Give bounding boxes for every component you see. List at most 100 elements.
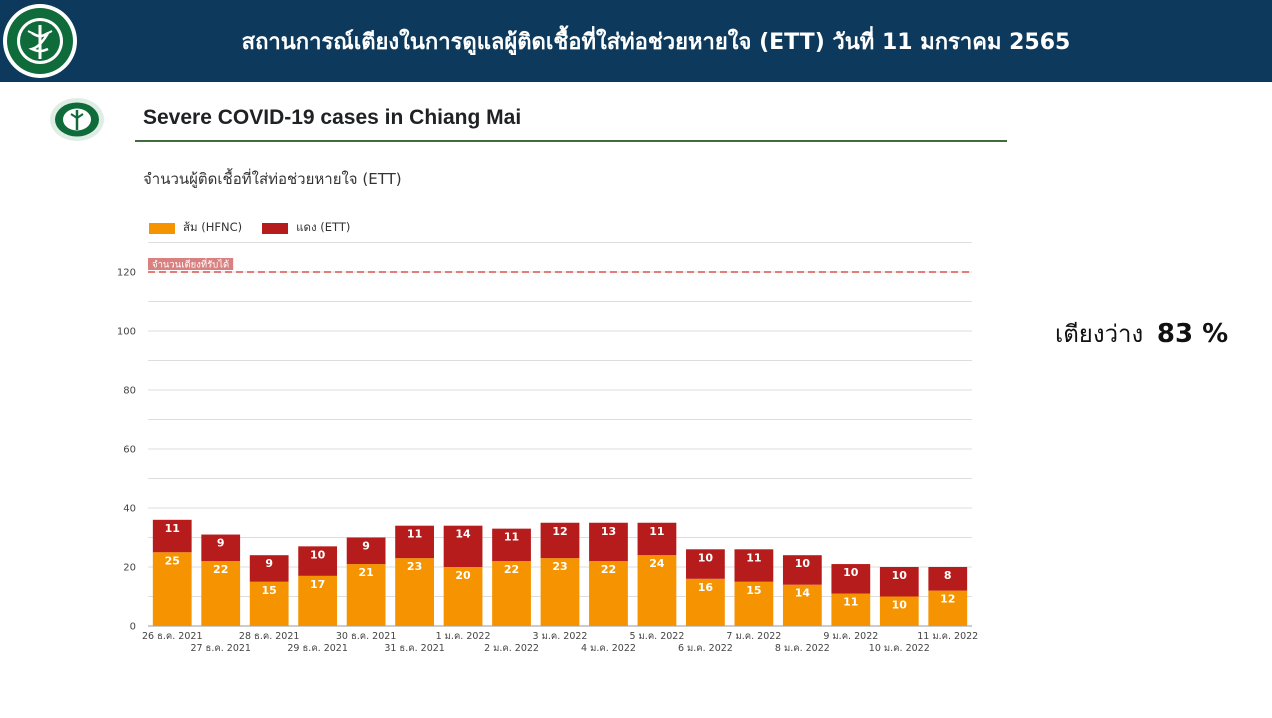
legend-swatch-ett xyxy=(262,222,289,234)
x-tick-label: 30 ธ.ค. 2021 xyxy=(336,631,397,642)
bar-hfnc xyxy=(831,593,871,626)
data-label-ett: 8 xyxy=(944,569,952,582)
bar-ett xyxy=(298,546,338,576)
data-label-ett: 10 xyxy=(892,569,908,582)
data-label-hfnc: 24 xyxy=(649,557,665,570)
bar-ett xyxy=(831,564,871,594)
data-label-hfnc: 20 xyxy=(455,569,471,582)
chart-title: Severe COVID-19 cases in Chiang Mai xyxy=(143,106,522,129)
bar-ett xyxy=(637,522,677,556)
header-banner: สถานการณ์เตียงในการดูแลผู้ติดเชื้อที่ใส่… xyxy=(0,0,1272,82)
bar-hfnc xyxy=(686,578,725,626)
data-label-ett: 14 xyxy=(455,528,471,541)
bar-hfnc xyxy=(152,552,192,626)
legend-label-ett: แดง (ETT) xyxy=(296,220,351,234)
bar-hfnc xyxy=(298,575,338,626)
capacity-label-box xyxy=(148,258,234,270)
legend-item-hfnc: ส้ม (HFNC) xyxy=(149,219,242,237)
bar-hfnc xyxy=(637,555,677,626)
bar-hfnc xyxy=(249,581,289,626)
data-label-hfnc: 22 xyxy=(213,563,228,576)
data-label-hfnc: 23 xyxy=(552,560,567,573)
data-label-hfnc: 11 xyxy=(843,596,858,609)
data-label-hfnc: 25 xyxy=(165,554,180,567)
data-label-hfnc: 10 xyxy=(892,599,908,612)
bar-ett xyxy=(928,567,968,591)
data-label-ett: 9 xyxy=(217,537,225,550)
legend-swatch-hfnc xyxy=(149,222,175,234)
data-label-ett: 12 xyxy=(552,525,567,538)
data-label-ett: 11 xyxy=(165,522,180,535)
x-tick-label: 11 ม.ค. 2022 xyxy=(917,631,978,642)
bar-ett xyxy=(686,549,725,579)
bar-ett xyxy=(492,528,531,562)
data-label-hfnc: 21 xyxy=(358,566,373,579)
bar-hfnc xyxy=(492,561,531,626)
bar-ett xyxy=(249,555,289,582)
data-label-hfnc: 15 xyxy=(746,584,761,597)
bar-ett xyxy=(201,534,241,562)
data-label-hfnc: 22 xyxy=(601,563,616,576)
data-label-ett: 11 xyxy=(746,551,761,564)
chart-legend: ส้ม (HFNC) แดง (ETT) xyxy=(149,219,370,237)
x-tick-label: 5 ม.ค. 2022 xyxy=(629,631,684,642)
bar-hfnc xyxy=(782,584,822,626)
data-label-ett: 11 xyxy=(504,531,519,544)
data-label-ett: 10 xyxy=(795,557,811,570)
y-tick-label: 120 xyxy=(117,268,136,279)
bar-hfnc xyxy=(443,567,483,626)
chart-logo-icon xyxy=(50,98,104,141)
bar-ett xyxy=(152,519,192,553)
legend-item-ett: แดง (ETT) xyxy=(262,219,350,237)
y-tick-label: 100 xyxy=(117,327,136,338)
data-label-ett: 10 xyxy=(698,551,714,564)
x-tick-label: 29 ธ.ค. 2021 xyxy=(287,643,348,654)
x-tick-label: 3 ม.ค. 2022 xyxy=(533,631,588,642)
data-label-ett: 11 xyxy=(407,528,422,541)
bar-hfnc xyxy=(395,558,434,626)
vacancy-note: เตียงว่าง 83 % xyxy=(1055,314,1228,353)
bar-ett xyxy=(540,522,580,559)
y-tick-label: 80 xyxy=(123,386,136,397)
bar-ett xyxy=(395,525,434,559)
data-label-ett: 9 xyxy=(265,557,273,570)
x-tick-label: 28 ธ.ค. 2021 xyxy=(239,631,300,642)
ministry-seal-icon xyxy=(3,4,77,78)
data-label-hfnc: 12 xyxy=(940,593,955,606)
x-tick-label: 4 ม.ค. 2022 xyxy=(581,643,636,654)
x-tick-label: 31 ธ.ค. 2021 xyxy=(384,643,445,654)
bar-hfnc xyxy=(540,558,580,626)
data-label-hfnc: 15 xyxy=(262,584,277,597)
title-divider xyxy=(135,140,1007,142)
y-tick-label: 60 xyxy=(123,445,136,456)
data-label-ett: 9 xyxy=(362,540,370,553)
data-label-ett: 11 xyxy=(649,525,664,538)
x-tick-label: 8 ม.ค. 2022 xyxy=(775,643,830,654)
x-tick-label: 9 ม.ค. 2022 xyxy=(823,631,878,642)
x-tick-label: 26 ธ.ค. 2021 xyxy=(142,631,203,642)
x-tick-label: 6 ม.ค. 2022 xyxy=(678,643,733,654)
banner-title: สถานการณ์เตียงในการดูแลผู้ติดเชื้อที่ใส่… xyxy=(241,30,1071,55)
x-tick-label: 1 ม.ค. 2022 xyxy=(436,631,491,642)
data-label-ett: 10 xyxy=(310,548,326,561)
vacancy-label: เตียงว่าง xyxy=(1055,320,1144,348)
bar-ett xyxy=(346,537,386,565)
data-label-ett: 13 xyxy=(601,525,616,538)
bar-hfnc xyxy=(928,590,968,626)
y-tick-label: 0 xyxy=(130,622,136,633)
data-label-hfnc: 14 xyxy=(795,587,811,600)
bar-ett xyxy=(589,522,628,562)
x-tick-label: 7 ม.ค. 2022 xyxy=(726,631,781,642)
data-label-hfnc: 22 xyxy=(504,563,519,576)
bar-ett xyxy=(734,549,774,582)
capacity-label: จำนวนเตียงที่รับได้ xyxy=(152,258,229,271)
bar-ett xyxy=(782,555,822,585)
vacancy-percent: 83 % xyxy=(1156,319,1229,349)
bar-hfnc xyxy=(201,561,241,626)
bar-hfnc xyxy=(734,581,774,626)
bar-ett xyxy=(879,567,919,597)
x-tick-label: 2 ม.ค. 2022 xyxy=(484,643,539,654)
data-label-hfnc: 23 xyxy=(407,560,422,573)
bar-hfnc xyxy=(589,561,628,626)
